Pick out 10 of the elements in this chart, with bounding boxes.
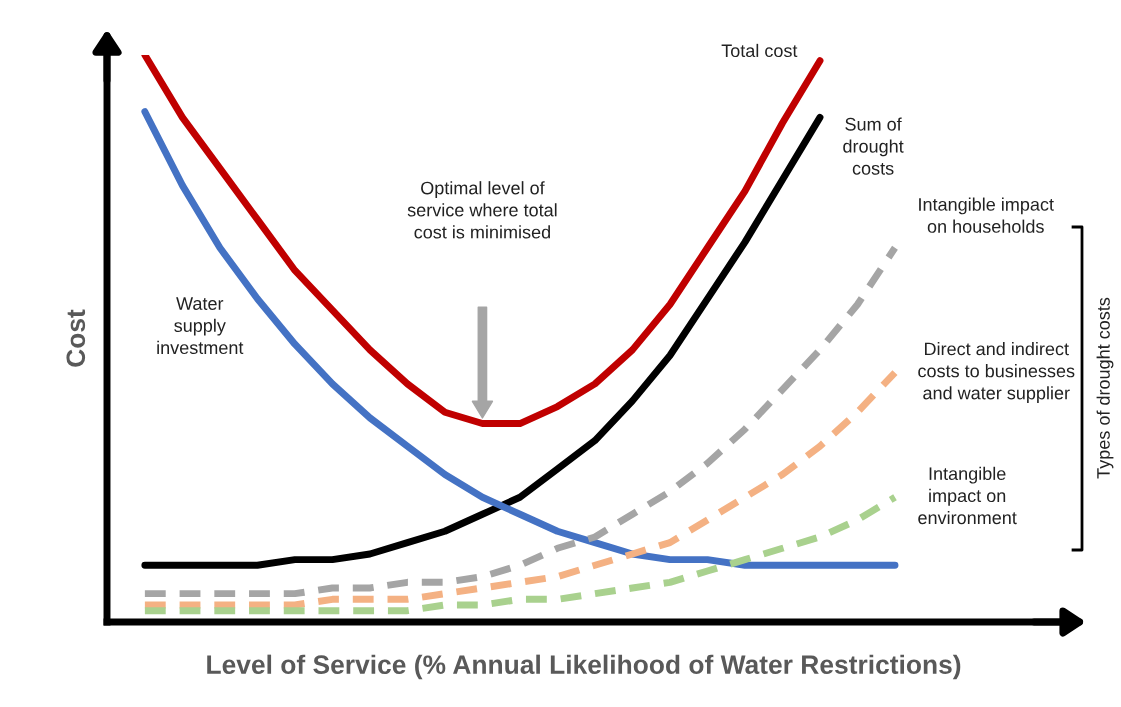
series-label: Total cost: [721, 43, 798, 58]
x-axis-title: Level of Service (% Annual Likelihood of Water Restrictions): [207, 654, 961, 680]
annotation: Optimal level of service where total cost is minimised: [407, 181, 557, 239]
series-label: Intangible impact on environment: [918, 466, 1017, 525]
series-label: Water supply investment: [157, 297, 244, 355]
y-axis-title: Cost: [66, 309, 86, 367]
text: Types of drought costs: [1096, 297, 1114, 479]
series-label: Sum of drought costs: [843, 117, 904, 175]
series-label: Direct and indirect costs to businesses and water supplier: [918, 342, 1075, 403]
series-label: Intangible impact on households: [919, 197, 1054, 233]
